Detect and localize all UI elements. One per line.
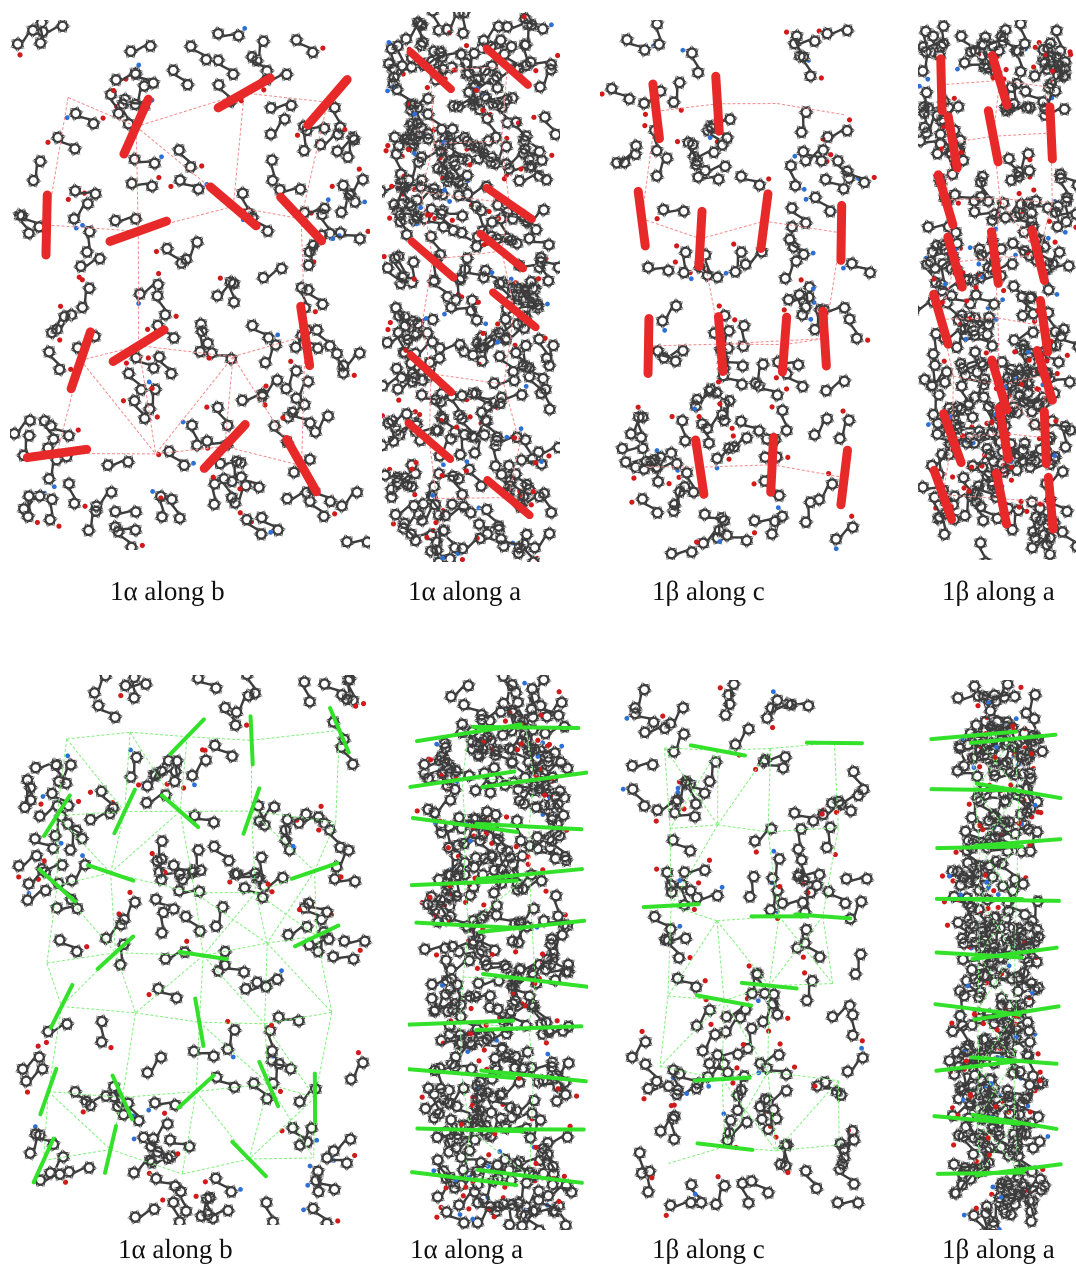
- panel-1alpha-along-b-red: [10, 20, 370, 550]
- panel-1beta-along-c-red: [600, 20, 885, 560]
- crystal-packing-diagram: [10, 675, 373, 1225]
- caption-1alpha-along-a-bottom: 1α along a: [410, 1234, 523, 1265]
- caption-1alpha-along-b-top: 1α along b: [110, 576, 225, 607]
- panel-1alpha-along-a-green: [408, 675, 588, 1230]
- crystal-packing-diagram: [10, 20, 370, 550]
- caption-1alpha-along-b-bottom: 1α along b: [118, 1234, 233, 1265]
- caption-1beta-along-a-top: 1β along a: [942, 576, 1055, 607]
- panel-1alpha-along-a-red: [382, 12, 560, 562]
- panel-1beta-along-a-green: [918, 680, 1076, 1230]
- crystal-packing-diagram: [929, 680, 1063, 1230]
- caption-1beta-along-a-bottom: 1β along a: [942, 1234, 1055, 1265]
- caption-1alpha-along-a-top: 1α along a: [408, 576, 521, 607]
- caption-1beta-along-c-bottom: 1β along c: [652, 1234, 765, 1265]
- crystal-packing-diagram: [620, 680, 875, 1218]
- panel-1beta-along-a-red: [918, 20, 1076, 560]
- crystal-packing-diagram: [600, 20, 878, 560]
- panel-1alpha-along-b-green: [10, 675, 375, 1225]
- crystal-packing-diagram: [382, 12, 560, 562]
- crystal-packing-diagram: [408, 675, 588, 1230]
- panel-1beta-along-c-green: [605, 680, 890, 1225]
- crystal-packing-diagram: [918, 20, 1076, 560]
- caption-1beta-along-c-top: 1β along c: [652, 576, 765, 607]
